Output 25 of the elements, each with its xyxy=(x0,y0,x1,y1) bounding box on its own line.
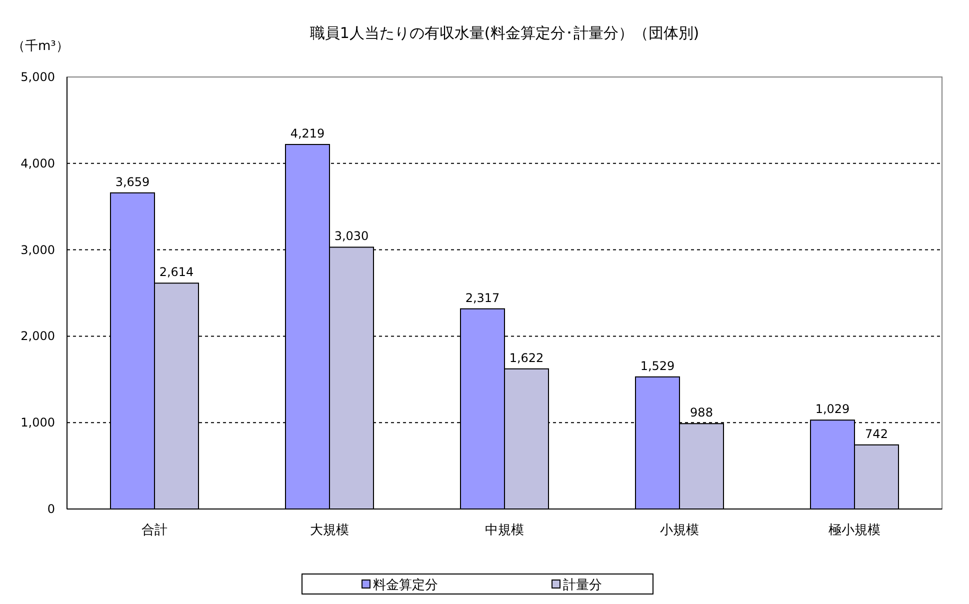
data-label: 2,614 xyxy=(159,265,194,280)
y-tick-label: 0 xyxy=(47,502,55,516)
x-tick-label: 大規模 xyxy=(310,523,349,538)
legend-label: 計量分 xyxy=(563,578,602,593)
x-tick-label: 小規模 xyxy=(660,523,699,538)
x-tick-label: 合計 xyxy=(142,523,168,538)
data-label: 4,219 xyxy=(290,126,325,140)
y-tick-label: 3,000 xyxy=(20,242,55,257)
legend-label: 料金算定分 xyxy=(373,578,438,593)
data-label: 1,622 xyxy=(509,350,544,365)
y-tick-label: 2,000 xyxy=(20,329,55,344)
y-tick-label: 4,000 xyxy=(20,156,55,170)
y-tick-label: 1,000 xyxy=(20,416,55,430)
data-label: 742 xyxy=(865,426,888,441)
data-label: 3,030 xyxy=(334,229,369,244)
data-label: 1,029 xyxy=(815,402,850,416)
data-label: 1,529 xyxy=(640,358,675,373)
data-label: 988 xyxy=(690,406,713,420)
chart-title: 職員1人当たりの有収水量(料金算定分･計量分）（団体別) xyxy=(310,24,700,42)
data-label: 3,659 xyxy=(115,174,150,189)
x-tick-label: 中規模 xyxy=(485,523,524,538)
x-tick-label: 極小規模 xyxy=(828,523,880,538)
data-label: 2,317 xyxy=(465,290,500,305)
y-tick-label: 5,000 xyxy=(20,70,55,84)
y-axis-title: （千m³） xyxy=(12,39,69,54)
